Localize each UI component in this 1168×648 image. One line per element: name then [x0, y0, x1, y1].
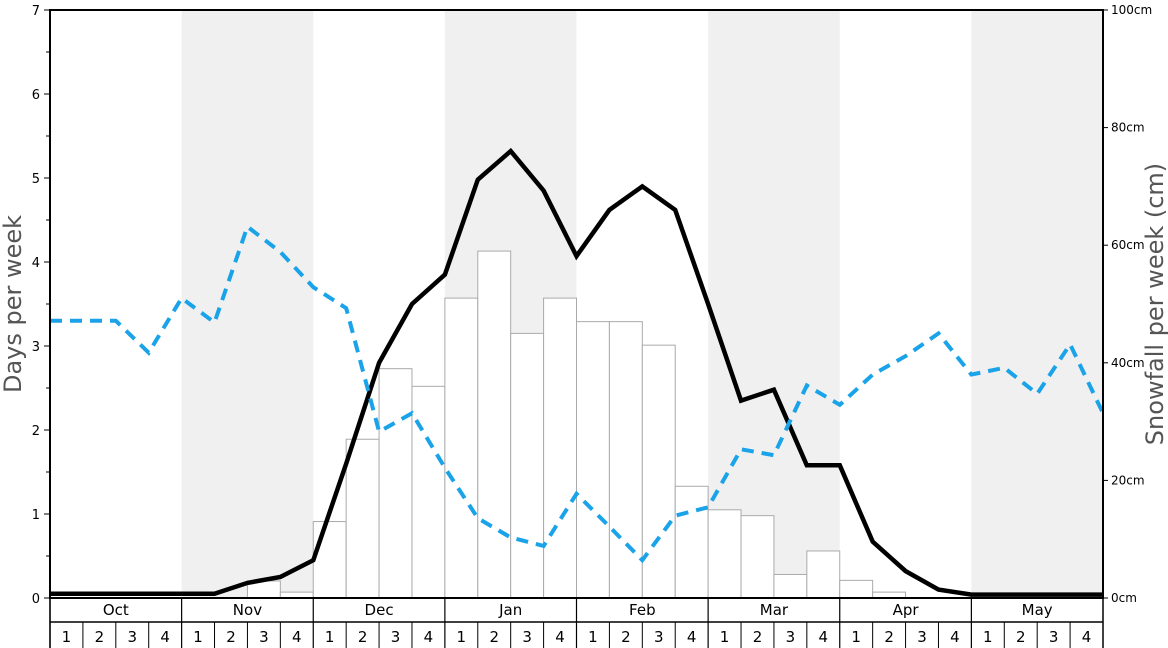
- week-label: 2: [226, 628, 236, 646]
- week-label: 2: [489, 628, 499, 646]
- week-label: 1: [851, 628, 861, 646]
- week-label: 4: [555, 628, 565, 646]
- snowfall-bar: [576, 321, 610, 599]
- week-label: 3: [654, 628, 664, 646]
- left-tick-label: 5: [32, 172, 40, 187]
- right-axis-title: Snowfall per week (cm): [1141, 163, 1168, 445]
- right-tick-label: 20cm: [1111, 473, 1145, 487]
- snowfall-bar: [707, 509, 742, 599]
- snowfall-bar: [674, 485, 709, 599]
- week-label: 1: [193, 628, 203, 646]
- left-tick-label: 0: [32, 592, 40, 607]
- left-tick-label: 2: [32, 424, 40, 439]
- left-tick-label: 1: [32, 508, 40, 523]
- week-label: 4: [160, 628, 170, 646]
- month-label-apr: Apr: [893, 601, 920, 619]
- snowfall-bar: [477, 250, 512, 599]
- month-shade-may: [971, 10, 1103, 598]
- snowfall-bar: [378, 368, 413, 599]
- week-label: 4: [424, 628, 434, 646]
- snow-days-line: [50, 147, 1103, 597]
- right-tick-label: 0cm: [1111, 591, 1137, 605]
- week-label: 3: [522, 628, 532, 646]
- snowfall-bars: [246, 250, 907, 599]
- left-axis-title: Days per week: [0, 215, 27, 393]
- left-tick-label: 7: [32, 4, 40, 19]
- left-tick-label: 4: [32, 256, 40, 271]
- snowfall-bar: [411, 385, 446, 599]
- snowfall-bar: [543, 297, 577, 599]
- week-label: 2: [621, 628, 631, 646]
- axes: 0 1 2 3 4 5 6 7 0cm 20cm 40cm 60cm 80cm 100cm Oct 1 2 3 4 N…: [32, 3, 1152, 648]
- snowfall-bar: [312, 521, 347, 599]
- week-label: 1: [457, 628, 467, 646]
- right-tick-label: 60cm: [1111, 238, 1145, 252]
- month-label-dec: Dec: [365, 601, 394, 619]
- snowfall-bar: [740, 515, 775, 599]
- week-label: 3: [127, 628, 137, 646]
- snowfall-bar: [839, 579, 874, 599]
- snowfall-bar: [773, 573, 808, 599]
- left-tick-label: 6: [32, 88, 40, 103]
- month-label-oct: Oct: [103, 601, 129, 619]
- week-label: 2: [1016, 628, 1026, 646]
- right-tick-label: 100cm: [1111, 3, 1152, 17]
- week-label: 1: [720, 628, 730, 646]
- left-tick-label: 3: [32, 340, 40, 355]
- dashed-days-line: [50, 223, 1105, 564]
- snowfall-bar: [510, 332, 545, 599]
- week-label: 4: [1082, 628, 1092, 646]
- week-label: 2: [753, 628, 763, 646]
- week-label: 3: [391, 628, 401, 646]
- week-label: 3: [259, 628, 269, 646]
- week-label: 4: [950, 628, 960, 646]
- week-label: 3: [786, 628, 796, 646]
- week-label: 4: [292, 628, 302, 646]
- week-label: 1: [62, 628, 72, 646]
- snowfall-bar: [345, 438, 380, 599]
- week-label: 1: [325, 628, 335, 646]
- snowfall-bar: [641, 344, 676, 599]
- month-label-mar: Mar: [760, 601, 789, 619]
- month-shade-nov: [181, 10, 314, 598]
- week-label: 2: [884, 628, 894, 646]
- month-label-may: May: [1022, 601, 1053, 619]
- week-label: 1: [983, 628, 993, 646]
- month-label-nov: Nov: [233, 601, 262, 619]
- month-label-feb: Feb: [629, 601, 656, 619]
- right-tick-label: 40cm: [1111, 356, 1145, 370]
- week-label: 2: [358, 628, 368, 646]
- month-shade-mar: [708, 10, 840, 598]
- snowfall-bar: [608, 321, 643, 599]
- lines: [50, 147, 1105, 597]
- week-label: 3: [1049, 628, 1059, 646]
- week-label: 4: [819, 628, 829, 646]
- month-label-jan: Jan: [498, 601, 522, 619]
- week-label: 1: [588, 628, 598, 646]
- week-label: 2: [95, 628, 105, 646]
- snowfall-bar: [444, 297, 479, 599]
- week-label: 4: [687, 628, 697, 646]
- week-label: 3: [917, 628, 927, 646]
- right-tick-label: 80cm: [1111, 121, 1145, 135]
- snowfall-bar: [806, 550, 841, 599]
